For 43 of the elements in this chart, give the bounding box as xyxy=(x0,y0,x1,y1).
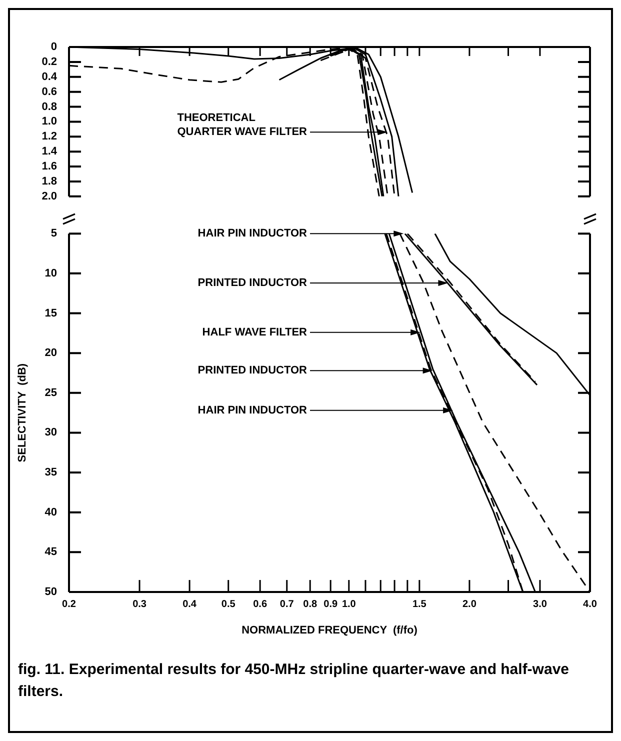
x-tick-label: 0.7 xyxy=(280,598,294,610)
caption: fig. 11. Experimental results for 450-MHz stripline quarter-wave and half-wave filters. xyxy=(17,660,570,702)
y-tick-label: 2.0 xyxy=(42,190,57,202)
x-tick-label: 0.3 xyxy=(132,598,147,610)
y-tick-label: 1.6 xyxy=(42,160,57,173)
y-tick-label: 50 xyxy=(44,586,57,598)
y-tick-label: 0 xyxy=(50,41,57,54)
y-tick-label: 15 xyxy=(44,307,57,320)
annotation: HALF WAVE FILTER xyxy=(202,326,308,338)
x-tick-label: 1.5 xyxy=(412,598,427,610)
x-axis-title: NORMALIZED FREQUENCY (f/fo) xyxy=(242,624,418,636)
y-tick-label: 1.8 xyxy=(42,175,57,188)
annotation: PRINTED INDUCTOR xyxy=(198,277,308,290)
y-tick-label: 5 xyxy=(50,228,57,240)
x-tick-label: 0.4 xyxy=(182,598,197,610)
annotation: THEORETICAL QUARTER WAVE FILTER xyxy=(177,112,308,138)
y-tick-label: 30 xyxy=(44,426,57,439)
y-tick-label: 40 xyxy=(44,506,57,518)
annotation: HAIR PIN INDUCTOR xyxy=(198,228,308,240)
y-tick-label: 1.0 xyxy=(42,116,57,128)
x-tick-label: 1.0 xyxy=(342,598,356,610)
y-tick-label: 25 xyxy=(44,386,57,399)
y-tick-label: 0.8 xyxy=(42,100,57,113)
y-tick-label: 35 xyxy=(44,466,57,479)
x-tick-label: 0.9 xyxy=(324,598,338,610)
x-tick-label: 2.0 xyxy=(462,598,477,610)
annotation: PRINTED INDUCTOR xyxy=(198,364,308,377)
x-tick-label: 0.6 xyxy=(253,598,268,610)
x-tick-label: 3.0 xyxy=(533,598,548,610)
annotation: HAIR PIN INDUCTOR xyxy=(198,404,308,416)
y-tick-label: 0.4 xyxy=(42,70,58,83)
y-tick-label: 1.2 xyxy=(42,130,57,143)
y-tick-label: 1.4 xyxy=(42,146,58,158)
y-tick-label: 20 xyxy=(44,347,57,360)
x-tick-label: 0.2 xyxy=(62,598,76,610)
y-tick-label: 0.2 xyxy=(42,56,57,68)
x-tick-label: 4.0 xyxy=(583,598,598,610)
y-axis-title: SELECTIVITY (dB) xyxy=(16,363,29,462)
x-tick-label: 0.5 xyxy=(221,598,236,610)
y-tick-label: 10 xyxy=(44,267,57,280)
x-tick-label: 0.8 xyxy=(303,598,318,610)
y-tick-label: 45 xyxy=(44,546,57,558)
y-tick-label: 0.6 xyxy=(42,86,57,98)
